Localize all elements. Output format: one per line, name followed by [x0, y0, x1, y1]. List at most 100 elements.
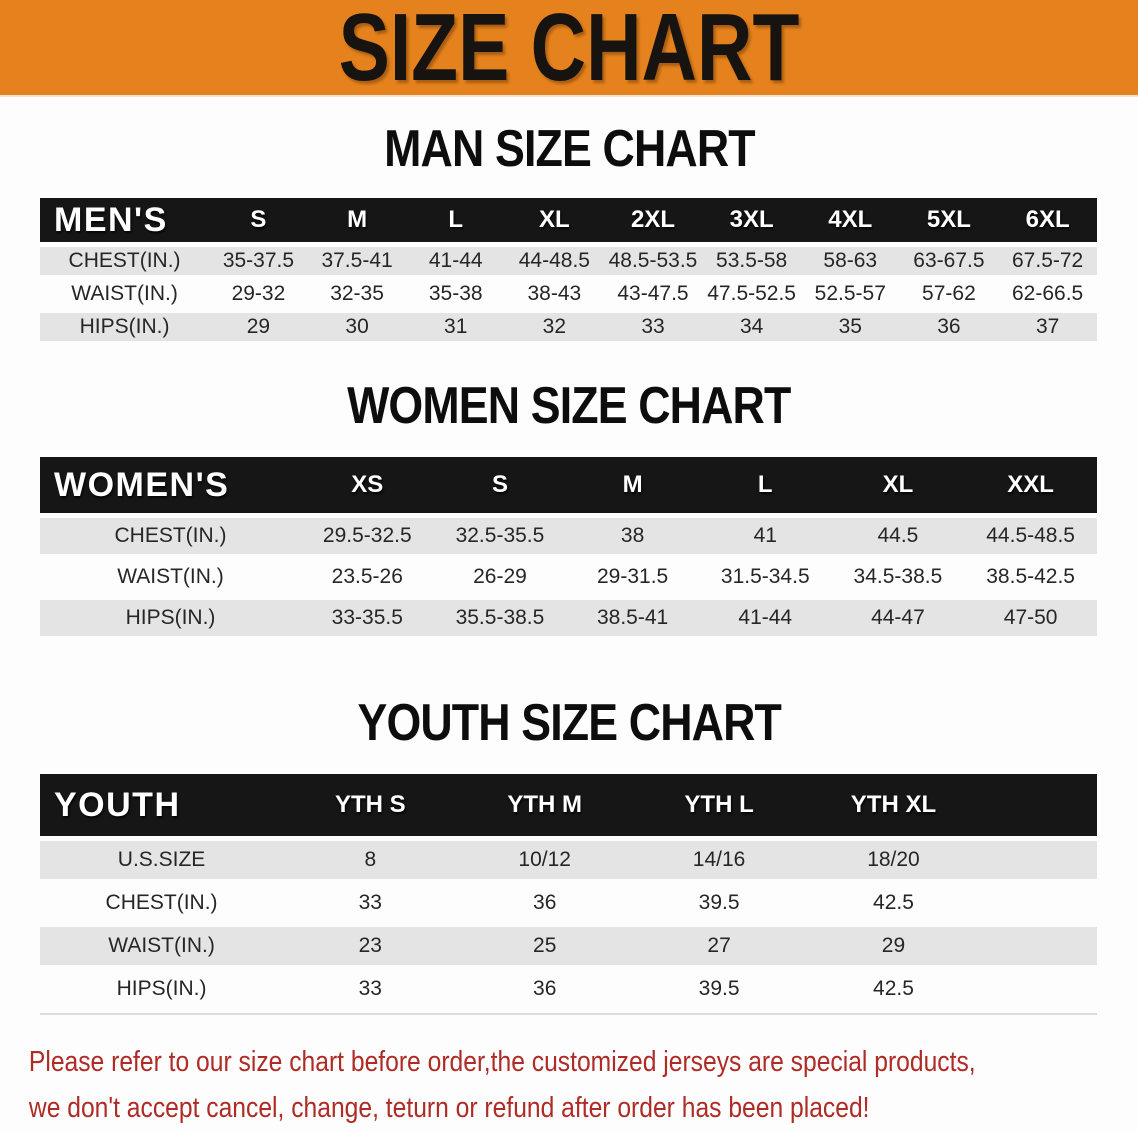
- youth-value-cell: 42.5: [873, 891, 914, 914]
- women-table-row: CHEST(IN.) 29.5-32.5 32.5-35.5 38 41 44.5 44.5…: [40, 518, 1097, 554]
- men-value-cell: 29-32: [231, 282, 286, 305]
- men-value-cell: 62-66.5: [1012, 282, 1084, 305]
- youth-value-cell: 8: [283, 841, 458, 879]
- men-value-cell: 58-63: [800, 247, 900, 275]
- women-value-cell: 26-29: [473, 565, 527, 588]
- youth-value-cell: 18/20: [806, 841, 981, 879]
- women-column-header-4: XL: [831, 457, 965, 513]
- youth-column-header-1: YTH M: [457, 774, 632, 836]
- women-value-cell: 41-44: [698, 600, 832, 636]
- men-value-cell: 41-44: [406, 247, 506, 275]
- women-value-cell: 29-31.5: [596, 565, 669, 588]
- women-value-cell: 44-47: [831, 600, 965, 636]
- men-value-cell: 63-67.5: [899, 247, 999, 275]
- page-title: SIZE CHART: [338, 0, 800, 101]
- men-column-header-3: XL: [505, 198, 604, 242]
- women-value-cell: 34.5-38.5: [853, 565, 943, 588]
- women-column-header-1: S: [433, 457, 567, 513]
- men-column-header-2: L: [406, 198, 506, 242]
- women-table-label: WOMEN'S: [40, 457, 301, 513]
- men-column-header-1: M: [307, 198, 407, 242]
- youth-table-row: U.S.SIZE 8 10/12 14/16 18/20: [40, 841, 1097, 879]
- men-table-row: CHEST(IN.) 35-37.5 37.5-41 41-44 44-48.5 48.5…: [40, 247, 1097, 275]
- youth-row-label: WAIST(IN.): [40, 927, 284, 965]
- disclaimer-note: Please refer to our size chart before or…: [0, 1039, 1138, 1131]
- men-value-cell: 37.5-41: [307, 247, 407, 275]
- men-value-cell: 67.5-72: [998, 247, 1097, 275]
- youth-column-header-0: YTH S: [283, 774, 458, 836]
- men-column-header-4: 2XL: [603, 198, 703, 242]
- women-section-heading-text: WOMEN SIZE CHART: [347, 377, 791, 435]
- youth-row-spacer: [980, 841, 1097, 879]
- disclaimer-line-1: Please refer to our size chart before or…: [28, 1046, 976, 1078]
- men-column-header-6: 4XL: [800, 198, 900, 242]
- men-column-header-8: 6XL: [998, 198, 1097, 242]
- youth-value-cell: 29: [806, 927, 981, 965]
- men-value-cell: 52.5-57: [814, 282, 886, 305]
- men-value-cell: 35-38: [428, 282, 483, 305]
- men-header-row: MEN'S S M L XL 2XL 3XL 4XL 5XL 6XL: [40, 198, 1097, 242]
- men-value-cell: 35-37.5: [209, 247, 308, 275]
- youth-value-cell: 42.5: [873, 977, 914, 1000]
- men-column-header-5: 3XL: [702, 198, 801, 242]
- men-value-cell: 34: [702, 313, 801, 341]
- youth-row-label: U.S.SIZE: [40, 841, 284, 879]
- youth-section-heading: YOUTH SIZE CHART: [0, 697, 1138, 749]
- women-table-row: WAIST(IN.) 23.5-26 26-29 29-31.5 31.5-34.5 34…: [40, 559, 1097, 595]
- men-section-heading-text: MAN SIZE CHART: [383, 120, 755, 178]
- women-size-section: WOMEN SIZE CHART WOMEN'S XS S M L XL XXL CHEST(…: [0, 380, 1138, 641]
- youth-value-cell: 33: [358, 891, 382, 914]
- youth-value-cell: 33: [358, 977, 382, 1000]
- women-column-header-0: XS: [300, 457, 434, 513]
- men-value-cell: 43-47.5: [617, 282, 689, 305]
- youth-value-cell: 39.5: [698, 891, 740, 914]
- men-value-cell: 32: [505, 313, 604, 341]
- women-row-label: WAIST(IN.): [117, 565, 224, 588]
- banner: SIZE CHART: [0, 0, 1138, 97]
- youth-value-cell: 14/16: [631, 841, 807, 879]
- youth-value-cell: 25: [457, 927, 632, 965]
- youth-column-header-3: YTH XL: [806, 774, 981, 836]
- youth-header-spacer: [980, 774, 1097, 836]
- youth-table-label: YOUTH: [40, 774, 284, 836]
- youth-header-row: YOUTH YTH S YTH M YTH L YTH XL: [40, 774, 1097, 836]
- youth-row-spacer: [981, 884, 1097, 922]
- men-value-cell: 35: [800, 313, 900, 341]
- youth-table-row: CHEST(IN.) 33 36 39.5 42.5: [40, 884, 1097, 922]
- women-value-cell: 29.5-32.5: [300, 518, 434, 554]
- men-value-cell: 38-43: [527, 282, 582, 305]
- women-value-cell: 35.5-38.5: [433, 600, 567, 636]
- men-section-heading: MAN SIZE CHART: [0, 123, 1138, 175]
- disclaimer-line-2: we don't accept cancel, change, teturn o…: [28, 1092, 870, 1124]
- youth-value-cell: 36: [533, 891, 557, 914]
- women-value-cell: 23.5-26: [331, 565, 403, 588]
- men-size-table: MEN'S S M L XL 2XL 3XL 4XL 5XL 6XL CHEST(IN.) 35-37…: [40, 193, 1097, 346]
- youth-value-cell: 10/12: [457, 841, 632, 879]
- youth-size-table: YOUTH YTH S YTH M YTH L YTH XL U.S.SIZE 8 10/12…: [40, 769, 1097, 1015]
- youth-table-row: HIPS(IN.) 33 36 39.5 42.5: [40, 970, 1097, 1008]
- men-value-cell: 36: [899, 313, 999, 341]
- youth-row-label: CHEST(IN.): [105, 891, 218, 914]
- men-value-cell: 29: [209, 313, 308, 341]
- youth-value-cell: 23: [283, 927, 458, 965]
- women-size-table: WOMEN'S XS S M L XL XXL CHEST(IN.) 29.5-32.5 32.5…: [40, 452, 1097, 641]
- men-table-row: WAIST(IN.) 29-32 32-35 35-38 38-43 43-47.5 47.…: [40, 280, 1097, 308]
- men-value-cell: 32-35: [330, 282, 384, 305]
- women-column-header-2: M: [566, 457, 699, 513]
- men-value-cell: 47.5-52.5: [707, 282, 796, 305]
- men-value-cell: 53.5-58: [702, 247, 801, 275]
- youth-row-spacer: [980, 927, 1097, 965]
- youth-size-section: YOUTH SIZE CHART YOUTH YTH S YTH M YTH L YTH…: [0, 697, 1138, 1015]
- men-value-cell: 44-48.5: [505, 247, 604, 275]
- women-value-cell: 44.5: [831, 518, 965, 554]
- men-size-section: MAN SIZE CHART MEN'S S M L XL 2XL 3XL 4XL 5XL 6XL…: [0, 123, 1138, 346]
- youth-value-cell: 39.5: [698, 977, 740, 1000]
- women-value-cell: 38.5-41: [566, 600, 699, 636]
- women-value-cell: 41: [698, 518, 832, 554]
- men-column-header-0: S: [209, 198, 308, 242]
- women-row-label: CHEST(IN.): [40, 518, 301, 554]
- youth-table-row: WAIST(IN.) 23 25 27 29: [40, 927, 1097, 965]
- youth-section-heading-text: YOUTH SIZE CHART: [357, 694, 781, 752]
- men-column-header-7: 5XL: [899, 198, 999, 242]
- women-value-cell: 31.5-34.5: [720, 565, 810, 588]
